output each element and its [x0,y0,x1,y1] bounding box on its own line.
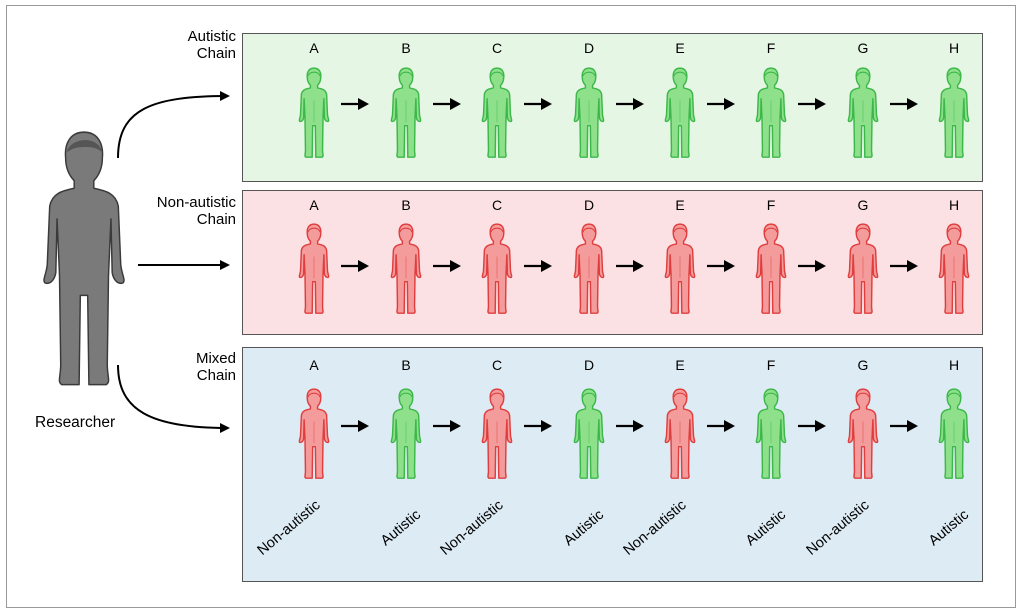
participant-letter: C [491,357,503,373]
participant-letter: E [675,357,685,373]
participant-letter: G [857,197,869,213]
chain-arrow [341,98,369,110]
chain-arrow [433,260,461,272]
chain-arrow [890,420,918,432]
autistic-person-icon [390,388,422,479]
nonautistic-person-icon [298,388,330,479]
chain-label-mixed: Mixed Chain [195,350,236,384]
chain-arrow [616,420,644,432]
participant-letter: F [766,357,776,373]
chain-arrow [707,420,735,432]
nonautistic-person-icon [573,223,605,314]
participant-letter: D [583,40,595,56]
participant-letter: A [309,40,319,56]
nonautistic-person-icon [847,388,879,479]
participant-letter: E [675,197,685,213]
chain-arrow [524,420,552,432]
autistic-person-icon [390,67,422,158]
chain-arrow [798,260,826,272]
chain-arrow [524,260,552,272]
participant-letter: A [309,197,319,213]
participant-letter: B [401,40,411,56]
autistic-person-icon [847,67,879,158]
arrow-to-autistic-chain [117,91,230,159]
participant-letter: C [491,197,503,213]
participant-letter: H [948,197,960,213]
nonautistic-person-icon [481,223,513,314]
researcher-label: Researcher [35,414,116,431]
chain-arrow [341,420,369,432]
chain-arrow [890,98,918,110]
participant-letter: D [583,357,595,373]
participant-letter: F [766,40,776,56]
participant-letter: E [675,40,685,56]
autistic-person-icon [298,67,330,158]
chain-arrow [433,98,461,110]
participant-letter: B [401,197,411,213]
chain-arrow [341,260,369,272]
chain-arrow [616,98,644,110]
figure-frame [6,5,1016,608]
nonautistic-person-icon [298,223,330,314]
nonautistic-person-icon [755,223,787,314]
chain-label-autistic: Autistic Chain [187,28,236,62]
autistic-person-icon [573,388,605,479]
autistic-person-icon [938,67,970,158]
chain-arrow [798,420,826,432]
participant-letter: H [948,40,960,56]
autistic-person-icon [755,388,787,479]
chain-arrow [707,98,735,110]
chain-arrow [433,420,461,432]
chain-arrow [798,98,826,110]
participant-letter: F [766,197,776,213]
chain-arrow [707,260,735,272]
chain-arrow [890,260,918,272]
nonautistic-person-icon [481,388,513,479]
participant-letter: C [491,40,503,56]
participant-letter: A [309,357,319,373]
nonautistic-person-icon [664,223,696,314]
chain-arrow [616,260,644,272]
nonautistic-person-icon [390,223,422,314]
participant-letter: B [401,357,411,373]
nonautistic-person-icon [664,388,696,479]
arrow-to-mixed-chain [117,364,230,433]
autistic-person-icon [938,388,970,479]
autistic-person-icon [755,67,787,158]
nonautistic-person-icon [847,223,879,314]
researcher-figure [43,131,125,386]
participant-letter: D [583,197,595,213]
autistic-person-icon [481,67,513,158]
autistic-person-icon [664,67,696,158]
autistic-person-icon [573,67,605,158]
chain-label-nonautistic: Non-autistic Chain [156,194,236,228]
nonautistic-person-icon [938,223,970,314]
participant-letter: G [857,357,869,373]
chain-arrow [524,98,552,110]
participant-letter: H [948,357,960,373]
participant-letter: G [857,40,869,56]
